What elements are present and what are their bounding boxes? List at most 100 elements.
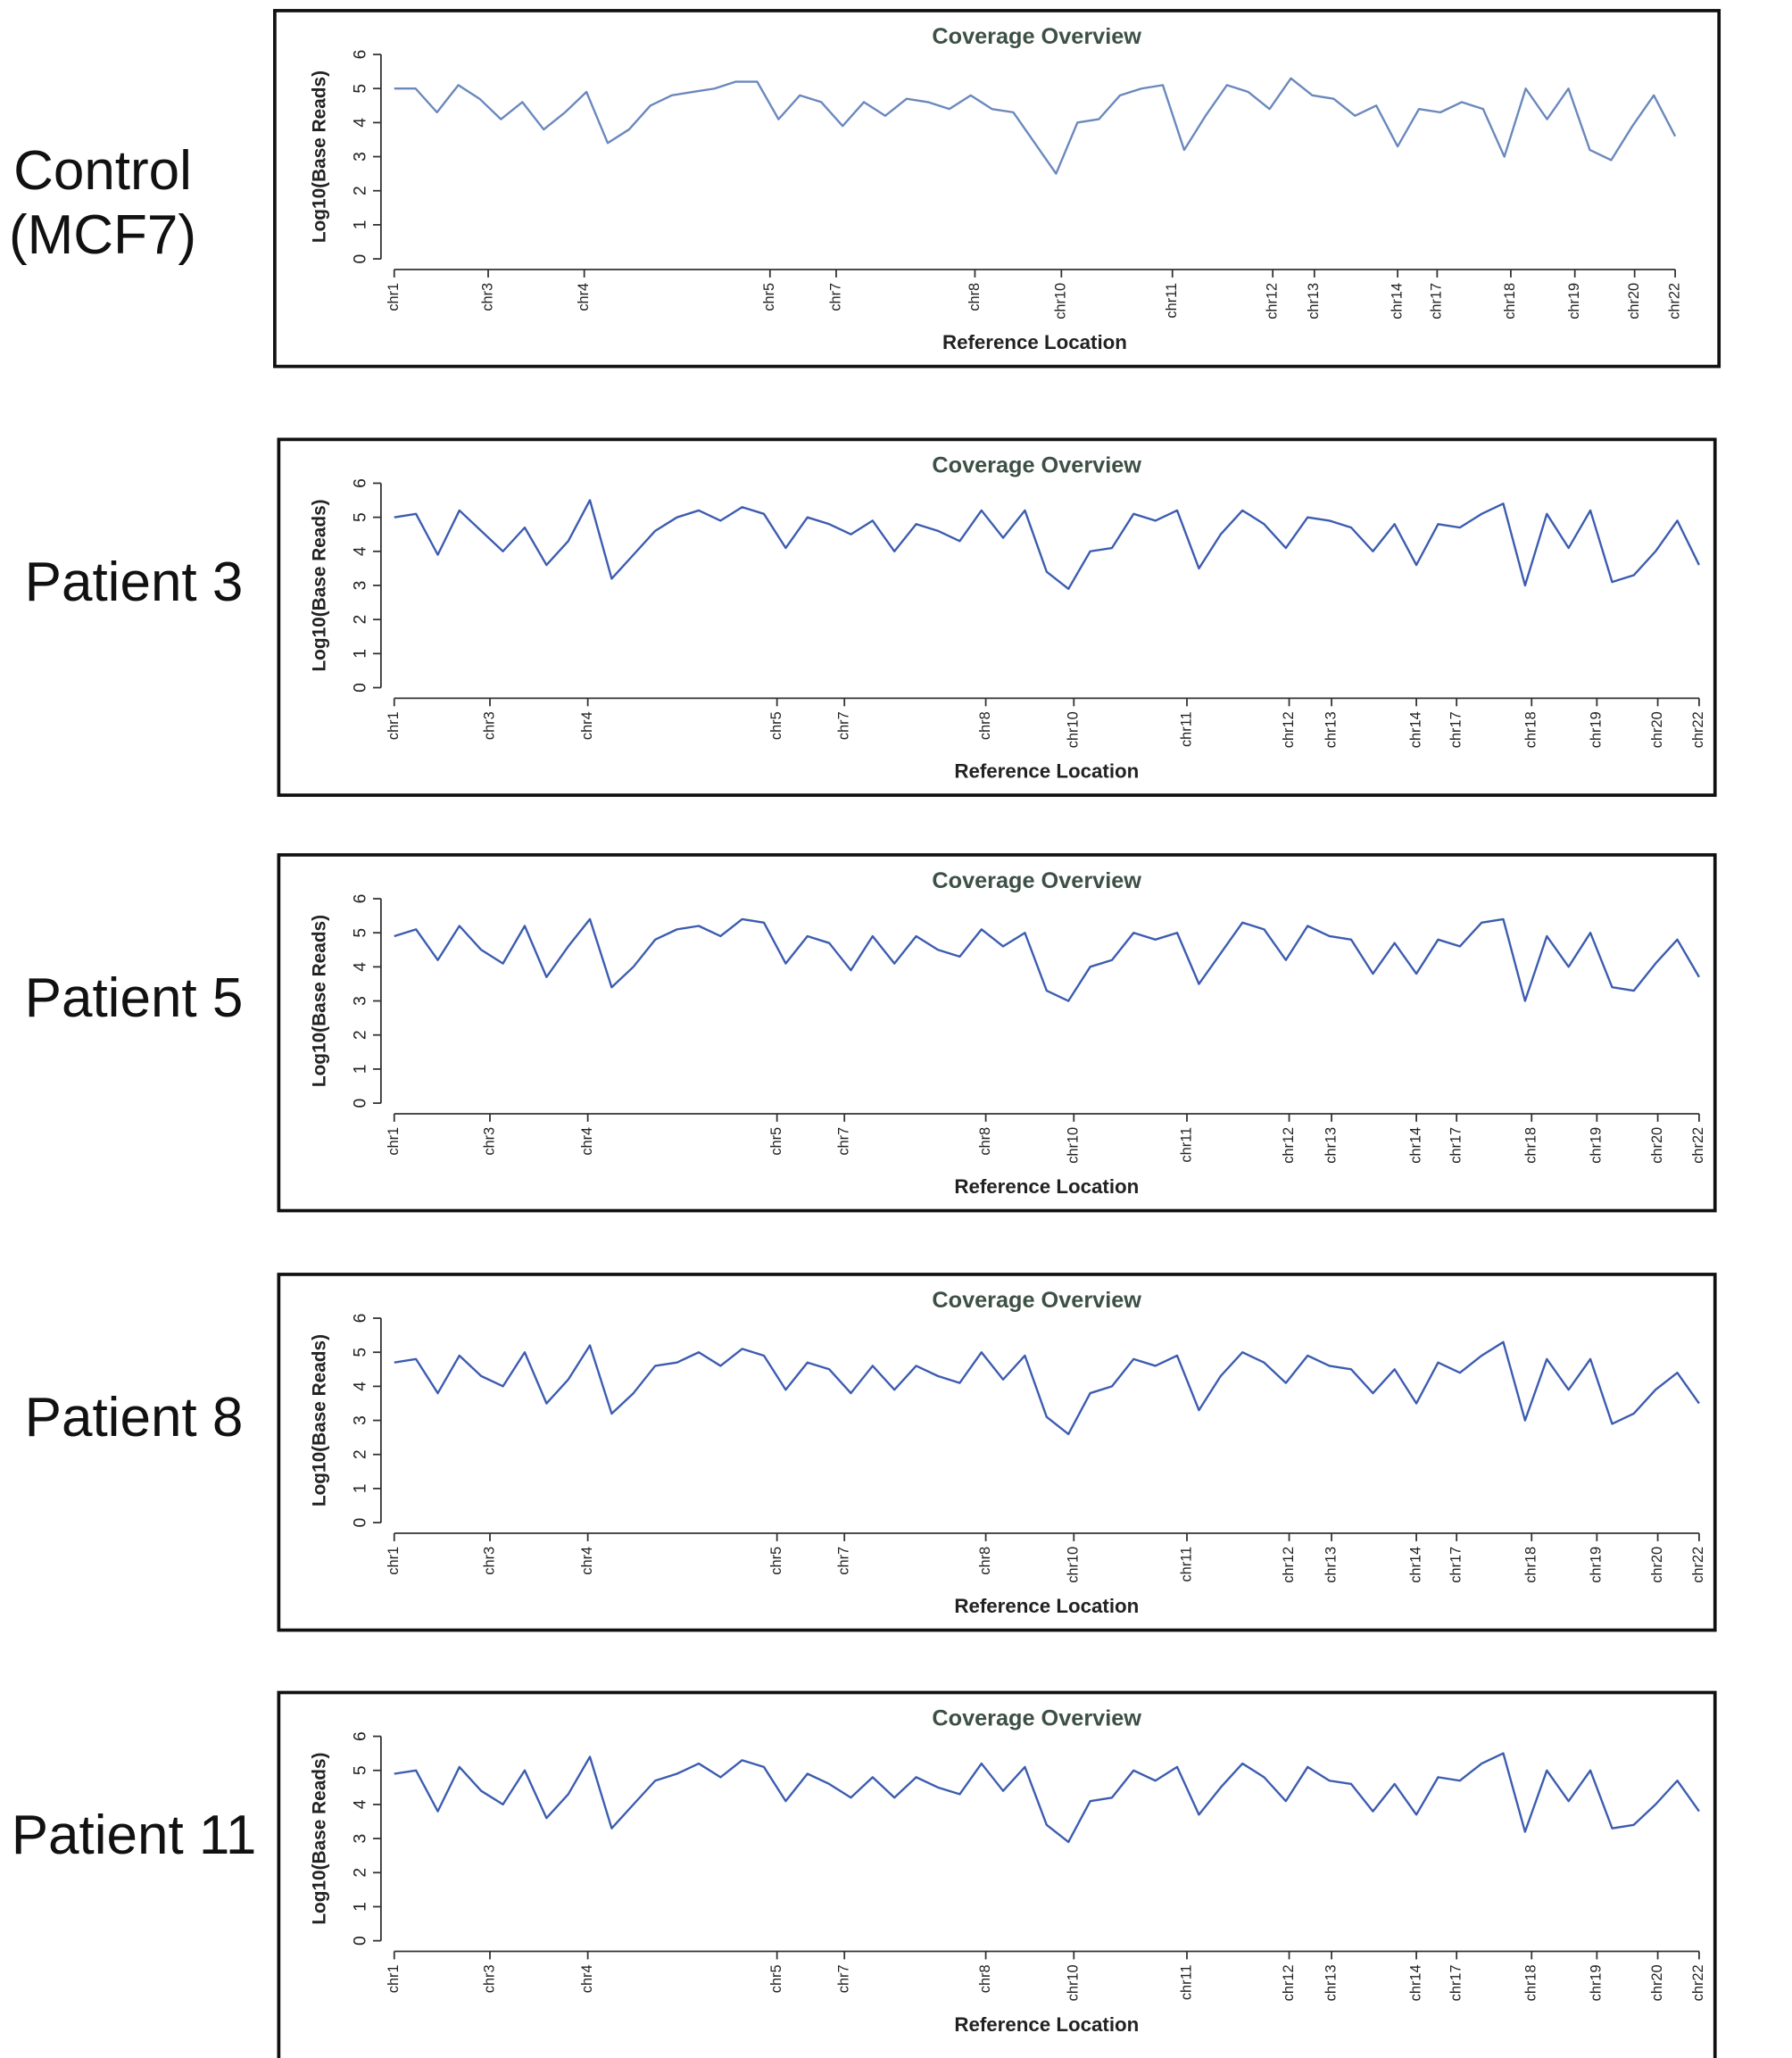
x-tick-label: chr11 [1178,1547,1194,1582]
x-tick-label: chr3 [479,283,495,311]
x-axis-label: Reference Location [942,331,1127,353]
x-tick-label: chr12 [1281,1127,1297,1164]
y-axis-label: Log10(Base Reads) [309,915,329,1087]
x-tick-label: chr14 [1407,1127,1423,1164]
x-tick-label: chr12 [1281,1547,1297,1583]
y-tick-label: 5 [352,1765,370,1775]
x-tick-label: chr20 [1626,283,1642,319]
y-tick-label: 2 [352,1449,370,1459]
x-tick-label: chr8 [977,1127,993,1156]
panel-label: Patient 3 [24,551,244,613]
x-tick-label: chr5 [768,711,784,740]
y-tick-label: 3 [352,581,370,591]
y-tick-label: 3 [352,1834,370,1844]
x-tick-label: chr7 [836,711,852,740]
x-tick-label: chr7 [827,283,843,311]
x-tick-label: chr11 [1164,283,1180,319]
x-tick-label: chr4 [579,1547,595,1575]
y-axis-label: Log10(Base Reads) [309,1753,329,1925]
chart-title: Coverage Overview [932,1288,1141,1313]
y-tick-label: 0 [352,1936,370,1946]
chart-title: Coverage Overview [932,24,1141,49]
x-tick-label: chr19 [1589,1127,1605,1164]
x-tick-label: chr17 [1429,283,1445,319]
coverage-line [394,1752,1700,1844]
panel-label: Control (MCF7) [8,139,197,266]
panel-frame [277,437,1717,797]
x-tick-label: chr5 [768,1127,784,1156]
y-tick-label: 1 [352,1902,370,1912]
chart-title: Coverage Overview [932,1706,1141,1731]
x-tick-label: chr8 [977,1964,993,1993]
x-tick-label: chr20 [1649,1547,1665,1583]
y-tick-label: 4 [352,1799,370,1809]
x-tick-label: chr14 [1407,711,1423,748]
y-axis-label: Log10(Base Reads) [309,499,329,671]
x-tick-label: chr11 [1178,1964,1194,2000]
x-tick-label: chr19 [1589,1547,1605,1583]
y-tick-label: 4 [352,546,370,556]
x-tick-label: chr1 [386,283,402,311]
x-tick-label: chr19 [1589,711,1605,748]
panel-frame [277,1273,1717,1632]
x-tick-label: chr14 [1389,283,1405,319]
x-tick-label: chr13 [1323,1127,1339,1164]
x-tick-label: chr11 [1178,711,1194,747]
x-tick-label: chr11 [1178,1127,1194,1163]
x-axis-label: Reference Location [954,1175,1139,1198]
y-tick-label: 5 [352,512,370,522]
y-tick-label: 4 [352,1382,370,1391]
x-axis-label: Reference Location [954,1595,1139,1617]
coverage-line [394,77,1677,175]
y-tick-label: 3 [352,152,370,162]
x-axis-label: Reference Location [954,760,1139,783]
y-tick-label: 4 [352,118,370,128]
x-tick-label: chr22 [1690,711,1706,748]
y-tick-label: 0 [352,254,370,264]
y-axis-label: Log10(Base Reads) [309,71,329,243]
y-tick-label: 0 [352,1099,370,1108]
y-tick-label: 1 [352,1065,370,1075]
x-tick-label: chr10 [1053,283,1069,319]
x-tick-label: chr18 [1523,1964,1539,2001]
y-tick-label: 6 [352,894,370,904]
panel-frame [277,1690,1717,2058]
x-tick-label: chr5 [768,1547,784,1575]
x-tick-label: chr13 [1323,711,1339,748]
y-tick-label: 3 [352,996,370,1006]
x-tick-label: chr10 [1066,1964,1082,2001]
x-tick-label: chr10 [1066,1547,1082,1583]
x-tick-label: chr3 [481,1127,497,1156]
x-tick-label: chr7 [836,1127,852,1156]
x-tick-label: chr8 [967,283,983,311]
x-tick-label: chr14 [1407,1547,1423,1583]
coverage-line [394,499,1700,591]
y-tick-label: 0 [352,1518,370,1528]
panel-label: Patient 11 [11,1805,257,1867]
x-tick-label: chr17 [1448,1964,1464,2001]
x-tick-label: chr7 [836,1964,852,1993]
x-tick-label: chr1 [386,1964,402,1993]
x-tick-label: chr18 [1502,283,1518,319]
x-tick-label: chr3 [481,1964,497,1993]
panel-frame [273,9,1721,369]
x-tick-label: chr12 [1264,283,1280,319]
x-tick-label: chr7 [836,1547,852,1575]
y-tick-label: 2 [352,1030,370,1040]
x-tick-label: chr1 [386,1547,402,1575]
coverage-line [394,917,1700,1002]
y-tick-label: 6 [352,1731,370,1741]
x-tick-label: chr18 [1523,711,1539,748]
x-tick-label: chr10 [1066,711,1082,748]
panel-frame [277,853,1717,1213]
x-tick-label: chr3 [481,1547,497,1575]
coverage-line [394,1340,1700,1436]
x-tick-label: chr17 [1448,1547,1464,1583]
x-axis-label: Reference Location [954,2013,1139,2036]
y-tick-label: 6 [352,478,370,488]
x-tick-label: chr5 [761,283,777,311]
y-tick-label: 2 [352,615,370,625]
x-tick-label: chr17 [1448,711,1464,748]
